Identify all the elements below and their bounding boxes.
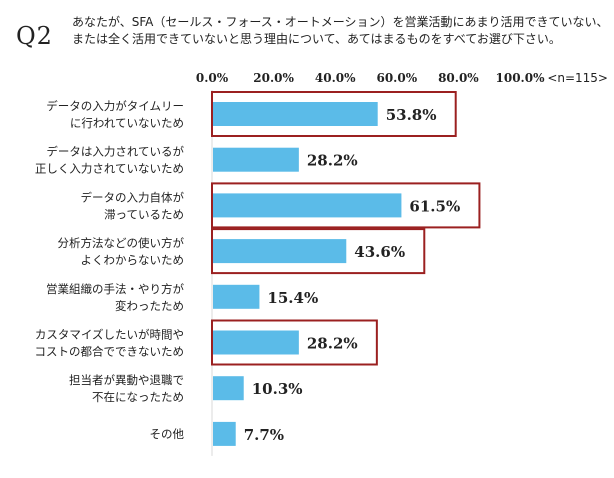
x-tick-label: 80.0% [438,71,479,85]
x-tick-label: 60.0% [376,71,417,85]
category-label: 正しく入力されていないため [35,162,184,176]
data-label: 53.8% [386,106,437,124]
highlight-box [211,228,426,275]
data-label: 61.5% [409,197,460,215]
question-text: あなたが、SFA（セールス・フォース・オートメーション）を営業活動にあまり活用で… [72,14,609,48]
category-label: よくわからないため [81,253,185,267]
category-label: データは入力されているが [46,145,184,159]
x-tick-label: 20.0% [253,71,294,85]
category-label: その他 [150,427,185,441]
bar [213,147,299,172]
data-label: 28.2% [307,335,358,353]
bar [213,421,236,446]
highlight-box [211,91,457,137]
data-label: 7.7% [244,426,284,444]
data-label: 28.2% [307,152,358,170]
x-tick-label: 100.0% [496,71,546,85]
bar [213,376,244,401]
category-label: 分析方法などの使い方が [58,236,185,250]
category-label: 担当者が異動や退職で [69,373,184,387]
bar [213,102,378,126]
highlight-box [211,319,378,366]
bar [213,193,402,218]
category-label: データの入力がタイムリー [46,99,184,113]
x-tick-label: 40.0% [315,71,356,85]
bar [213,239,347,264]
bar [213,330,299,355]
question-line-1: あなたが、SFA（セールス・フォース・オートメーション）を営業活動にあまり活用で… [72,15,609,29]
question-number: Q2 [16,22,53,50]
category-label: 営業組織の手法・やり方が [46,282,184,296]
highlight-box [211,182,481,229]
category-label: データの入力自体が [81,190,185,204]
sample-size-label: <n=115> [547,71,608,85]
data-label: 15.4% [267,289,318,307]
category-label: 滞っているため [104,207,184,221]
question-line-2: または全く活用できていないと思う理由について、あてはまるものをすべてお選び下さい… [72,32,561,46]
category-label: コストの都合でできないため [35,345,185,359]
data-label: 10.3% [252,380,303,398]
category-label: 不在になったため [92,390,184,404]
x-tick-label: 0.0% [196,71,229,85]
category-label: カスタマイズしたいが時間や [35,328,184,342]
bar [213,284,260,309]
category-label: 変わったため [115,299,184,313]
data-label: 43.6% [354,243,405,261]
category-label: に行われていないため [70,116,184,130]
